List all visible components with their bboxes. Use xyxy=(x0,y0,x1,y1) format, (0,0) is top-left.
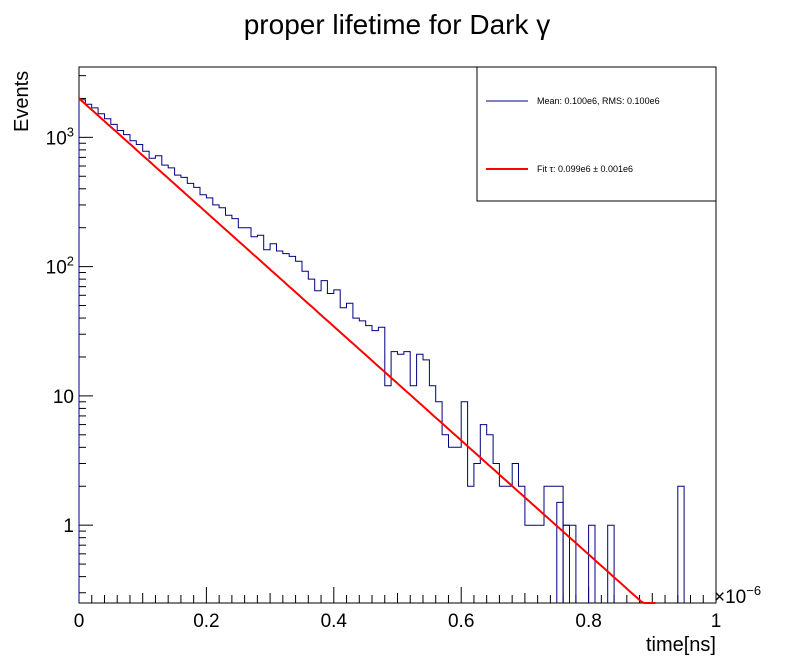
y-tick-label: 1 xyxy=(63,516,74,537)
chart-title: proper lifetime for Dark γ xyxy=(244,9,551,40)
x-axis-tick-labels: 0 0.2 0.4 0.6 0.8 1 xyxy=(74,611,722,632)
fit-curve-line xyxy=(78,97,656,604)
histogram-bin xyxy=(562,524,570,603)
y-tick-label: 10 xyxy=(53,387,74,408)
x-axis-ticks xyxy=(78,587,717,603)
x-axis-label: time[ns] xyxy=(646,634,716,656)
y-tick-label: 102 xyxy=(46,254,74,279)
x-axis-multiplier: ×10−6 xyxy=(714,583,761,608)
legend-entry-histogram: Mean: 0.100e6, RMS: 0.100e6 xyxy=(537,96,660,106)
x-tick-label: 0.6 xyxy=(448,611,474,632)
x-tick-label: 0 xyxy=(74,611,85,632)
y-axis-tick-labels: 1 10 102 103 xyxy=(46,124,74,537)
x-multiplier-base: ×10 xyxy=(714,587,746,608)
histogram-bin xyxy=(677,485,685,603)
legend-box xyxy=(476,66,717,202)
x-tick-label: 1 xyxy=(711,611,722,632)
legend-entry-fit: Fit τ: 0.099e6 ± 0.001e6 xyxy=(537,164,633,174)
x-tick-label: 0.2 xyxy=(193,611,219,632)
x-multiplier-exponent: −6 xyxy=(746,583,761,598)
legend: Mean: 0.100e6, RMS: 0.100e6 Fit τ: 0.099… xyxy=(476,66,717,202)
y-axis-ticks xyxy=(79,75,93,594)
histogram-bin xyxy=(607,524,615,603)
y-axis-label: Events xyxy=(11,71,33,132)
fit-curve xyxy=(78,97,656,604)
y-tick-label: 103 xyxy=(46,124,74,149)
histogram-bin xyxy=(556,501,564,603)
svg-text:×10−6: ×10−6 xyxy=(714,583,761,608)
x-tick-label: 0.4 xyxy=(321,611,348,632)
x-tick-label: 0.8 xyxy=(575,611,601,632)
histogram-bin xyxy=(588,524,596,603)
